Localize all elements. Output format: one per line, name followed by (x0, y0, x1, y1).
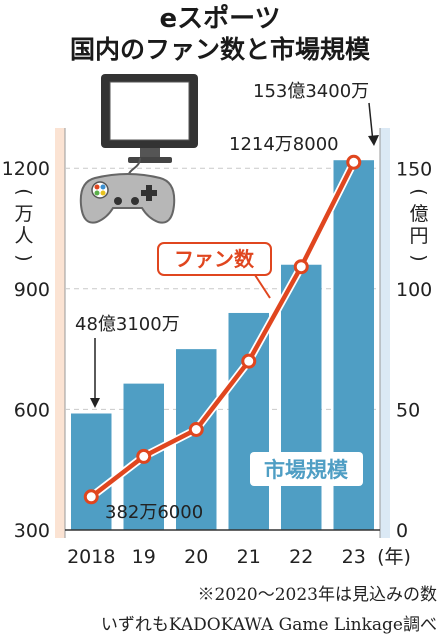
x-tick-label: 2018 (67, 546, 115, 568)
left-axis-band (55, 128, 65, 538)
market-start-arrowhead (90, 398, 100, 408)
market-series-label: 市場規模 (264, 458, 349, 482)
monitor-icon (101, 74, 198, 163)
fan-series-label: ファン数 (174, 247, 255, 271)
fan-line (89, 161, 356, 499)
bar-22 (281, 264, 322, 530)
left-tick-label: 600 (14, 399, 50, 421)
svg-text:億: 億 (409, 203, 428, 225)
fan-point-23 (346, 154, 362, 170)
svg-text:(: ( (13, 188, 35, 195)
fan-point-22 (293, 259, 309, 275)
fan-point-19 (136, 448, 152, 464)
x-tick-label: 21 (237, 546, 261, 568)
fan-end-label: 1214万8000 (229, 134, 339, 155)
fan-start-label: 382万6000 (105, 502, 203, 523)
x-tick-label: 22 (289, 546, 313, 568)
fan-series-label-box: ファン数 (157, 242, 272, 299)
chart-title: eスポーツ (159, 3, 280, 34)
source-note: いずれもKADOKAWA Game Linkage調べ (101, 615, 437, 635)
forecast-note: ※2020～2023年は見込みの数 (197, 585, 437, 605)
game-controller-icon (79, 157, 176, 224)
right-axis-band (380, 128, 390, 538)
market-end-arrowhead (368, 135, 379, 146)
bar-2018 (71, 413, 112, 530)
fan-point-21 (241, 353, 257, 369)
svg-text:(: ( (408, 188, 430, 195)
fan-point-20 (188, 422, 204, 437)
left-tick-label: 900 (14, 279, 50, 301)
svg-text:): ) (408, 254, 430, 261)
left-axis-ticks: 1200 900 600 300 (2, 158, 50, 542)
left-axis-label: ( 万人) (13, 188, 35, 261)
market-start-label: 48億3100万 (75, 314, 180, 335)
right-axis-ticks: 150 100 50 0 (396, 158, 432, 542)
right-tick-label: 150 (396, 158, 432, 180)
right-axis-label: ( 億円) (408, 188, 430, 261)
market-end-label: 153億3400万 (253, 81, 369, 102)
svg-text:人: 人 (14, 225, 33, 247)
x-tick-label: 19 (132, 546, 156, 568)
left-tick-label: 1200 (2, 158, 50, 180)
left-tick-label: 300 (14, 520, 50, 542)
chart-subtitle: 国内のファン数と市場規模 (70, 35, 371, 64)
svg-text:万: 万 (14, 203, 33, 225)
market-series-label-box: 市場規模 (250, 452, 363, 486)
right-tick-label: 0 (396, 520, 408, 542)
svg-text:円: 円 (409, 225, 428, 247)
x-tick-label: 20 (184, 546, 208, 568)
right-tick-label: 100 (396, 279, 432, 301)
x-axis-ticks: 2018 19 20 21 22 23 (年) (67, 546, 411, 568)
line-series (83, 154, 362, 505)
x-tick-label: 23 (342, 546, 366, 568)
market-end-arrow (368, 102, 374, 143)
right-tick-label: 50 (396, 399, 420, 421)
x-axis-unit: (年) (377, 546, 411, 568)
bar-21 (228, 312, 269, 530)
fan-point-2018 (83, 489, 99, 505)
svg-text:): ) (13, 254, 35, 261)
